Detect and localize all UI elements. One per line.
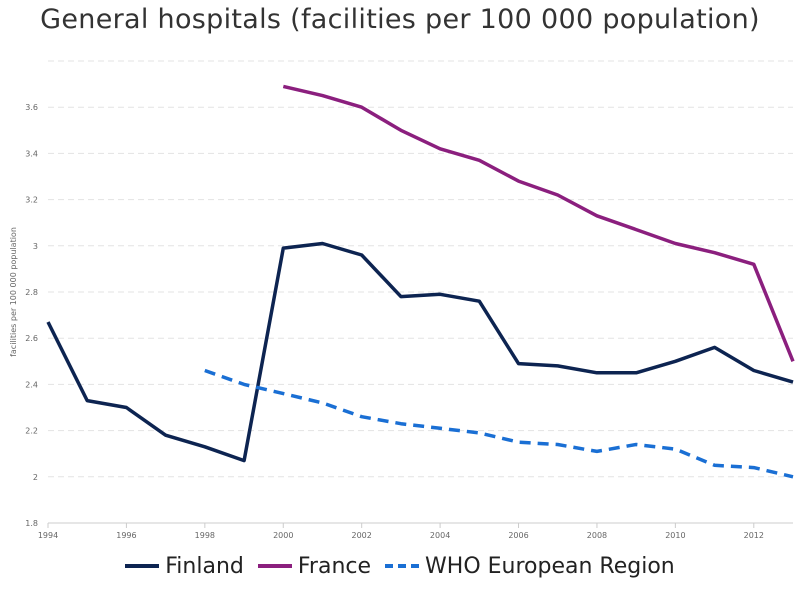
legend-swatch-finland [125,564,160,568]
y-tick-label: 3.2 [25,196,38,205]
x-tick-label: 1994 [38,531,58,540]
legend: Finland France WHO European Region [0,550,800,582]
series-line-finland [46,241,794,463]
x-tick-label: 2006 [508,531,528,540]
series-line-france [282,84,795,362]
series-lines [46,84,795,479]
legend-label-finland: Finland [165,553,244,579]
legend-item-france[interactable]: France [257,553,372,579]
x-tick-label: 2008 [587,531,607,540]
x-tick-labels: 1994 1996 1998 2000 2002 2004 2006 2008 2010 2012 [38,523,764,540]
x-tick-label: 2010 [665,531,685,540]
gridlines [48,60,793,478]
x-tick-label: 1998 [195,531,215,540]
x-tick-label: 2012 [744,531,764,540]
y-tick-label: 2.2 [25,427,38,436]
series-line-who-european-region [204,368,794,479]
y-tick-label: 1.8 [25,519,38,528]
legend-swatch-france [257,564,292,568]
y-axis-label: facilities per 100 000 population [9,227,18,357]
chart-title: General hospitals (facilities per 100 00… [40,4,760,35]
legend-item-finland[interactable]: Finland [125,554,244,579]
y-tick-label: 2.6 [25,334,38,343]
y-tick-labels: 1.8 2 2.2 2.4 2.6 2.8 3 3.2 3.4 3.6 [25,103,38,528]
legend-item-who-european-region[interactable]: WHO European Region [385,554,675,579]
legend-label-france: France [297,553,372,579]
y-tick-label: 3 [33,242,38,251]
legend-swatch-who-european-region [385,564,420,568]
x-tick-label: 2002 [352,531,372,540]
legend-label-who-european-region: WHO European Region [425,553,675,579]
y-tick-label: 2 [33,473,38,482]
y-tick-label: 3.4 [25,149,38,158]
x-tick-label: 2004 [430,531,450,540]
y-tick-label: 2.4 [25,380,38,389]
x-tick-label: 2000 [273,531,293,540]
y-tick-label: 2.8 [25,288,38,297]
y-tick-label: 3.6 [25,103,38,112]
x-tick-label: 1996 [116,531,136,540]
